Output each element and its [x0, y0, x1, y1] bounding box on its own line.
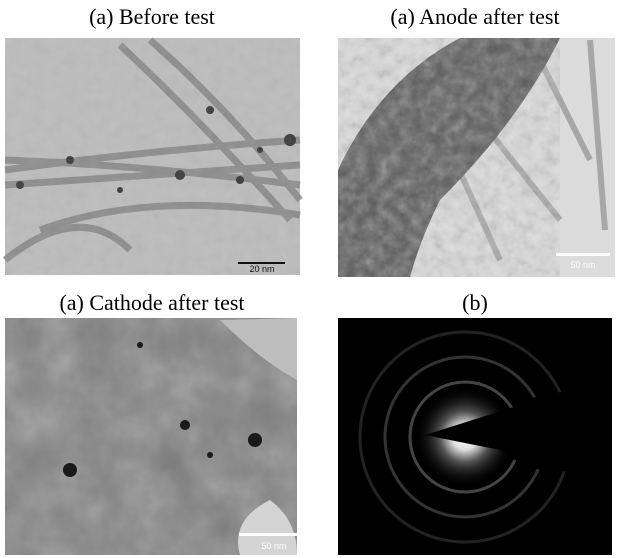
- caption: (a) Before test: [89, 4, 215, 29]
- scale-label: 50 nm: [261, 541, 286, 551]
- caption: (a) Anode after test: [390, 4, 559, 29]
- micrograph: 20 nm: [2, 37, 303, 275]
- micrograph: 50 nm: [5, 318, 309, 555]
- diffraction-pattern: [338, 318, 612, 555]
- micrograph: 50 nm: [338, 38, 615, 277]
- scale-label: 20 nm: [249, 264, 274, 274]
- scale-bar: [239, 533, 309, 536]
- scale-bar: [556, 253, 610, 256]
- caption: (b): [462, 290, 488, 315]
- scale-label: 50 nm: [570, 260, 595, 270]
- caption: (a) Cathode after test: [59, 290, 244, 315]
